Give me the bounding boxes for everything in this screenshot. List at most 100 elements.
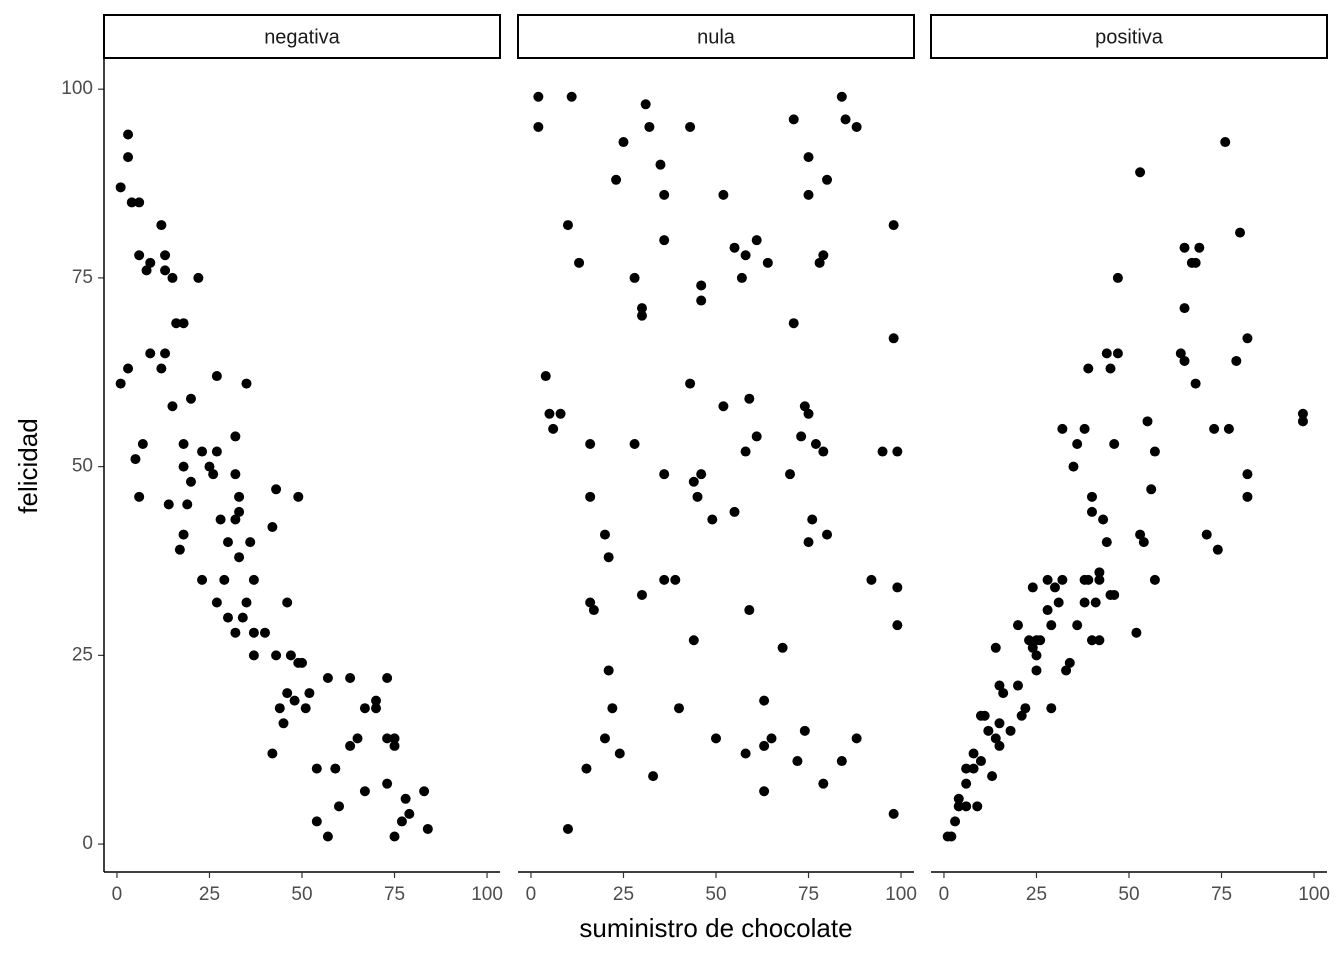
point	[555, 408, 566, 419]
point	[548, 423, 559, 434]
point	[1201, 529, 1212, 540]
point	[1083, 363, 1094, 374]
point	[1031, 650, 1042, 661]
x-tick-label: 100	[471, 884, 503, 905]
point	[282, 597, 293, 608]
point	[533, 91, 544, 102]
point	[282, 688, 293, 699]
x-tick-label: 100	[1298, 884, 1330, 905]
point	[330, 763, 341, 774]
point	[371, 695, 382, 706]
point	[1112, 348, 1123, 359]
point	[718, 189, 729, 200]
point	[987, 771, 998, 782]
point	[1090, 597, 1101, 608]
point	[1146, 484, 1157, 495]
point	[685, 378, 696, 389]
point	[618, 137, 629, 148]
point	[1179, 355, 1190, 366]
point	[599, 733, 610, 744]
point	[123, 152, 134, 163]
point	[659, 469, 670, 480]
point	[566, 91, 577, 102]
point	[160, 265, 171, 276]
point	[1135, 167, 1146, 178]
point	[1094, 567, 1105, 578]
point	[688, 635, 699, 646]
point	[744, 605, 755, 616]
point	[994, 718, 1005, 729]
x-tick-label: 75	[798, 884, 819, 905]
point	[994, 680, 1005, 691]
point	[382, 778, 393, 789]
point	[692, 491, 703, 502]
x-tick-label: 50	[291, 884, 312, 905]
point	[178, 529, 189, 540]
point	[1220, 137, 1231, 148]
x-tick-label: 0	[939, 884, 950, 905]
point	[751, 235, 762, 246]
point	[740, 446, 751, 457]
point	[197, 574, 208, 585]
point	[1072, 438, 1083, 449]
y-tick-label: 50	[72, 456, 93, 477]
point	[851, 121, 862, 132]
point	[234, 552, 245, 563]
point	[659, 574, 670, 585]
point	[796, 431, 807, 442]
point	[1297, 416, 1308, 427]
point	[382, 672, 393, 683]
point	[311, 816, 322, 827]
point	[979, 710, 990, 721]
point	[334, 801, 345, 812]
point	[888, 808, 899, 819]
point	[744, 393, 755, 404]
x-tick-label: 50	[1118, 884, 1139, 905]
point	[419, 786, 430, 797]
point	[822, 529, 833, 540]
point	[178, 461, 189, 472]
point	[851, 733, 862, 744]
point	[968, 763, 979, 774]
point	[222, 612, 233, 623]
point	[892, 620, 903, 631]
point	[574, 257, 585, 268]
point	[803, 152, 814, 163]
point	[237, 612, 248, 623]
point	[1016, 710, 1027, 721]
point	[803, 408, 814, 419]
point	[877, 446, 888, 457]
point	[953, 801, 964, 812]
point	[1235, 227, 1246, 238]
point	[171, 318, 182, 329]
point	[1135, 529, 1146, 540]
point	[822, 174, 833, 185]
point	[1020, 703, 1031, 714]
point	[160, 348, 171, 359]
point	[1149, 446, 1160, 457]
point	[659, 189, 670, 200]
point	[1035, 635, 1046, 646]
point	[134, 197, 145, 208]
point	[946, 831, 957, 842]
point	[396, 816, 407, 827]
point	[1046, 703, 1057, 714]
point	[562, 220, 573, 231]
point	[382, 733, 393, 744]
point	[285, 650, 296, 661]
point	[818, 778, 829, 789]
point	[1086, 635, 1097, 646]
point	[1094, 635, 1105, 646]
point	[137, 438, 148, 449]
point	[1083, 574, 1094, 585]
point	[1109, 589, 1120, 600]
point	[603, 665, 614, 676]
point	[740, 250, 751, 261]
x-tick-label: 50	[705, 884, 726, 905]
point	[130, 454, 141, 465]
point	[1024, 635, 1035, 646]
point	[248, 574, 259, 585]
point	[141, 265, 152, 276]
point	[389, 733, 400, 744]
